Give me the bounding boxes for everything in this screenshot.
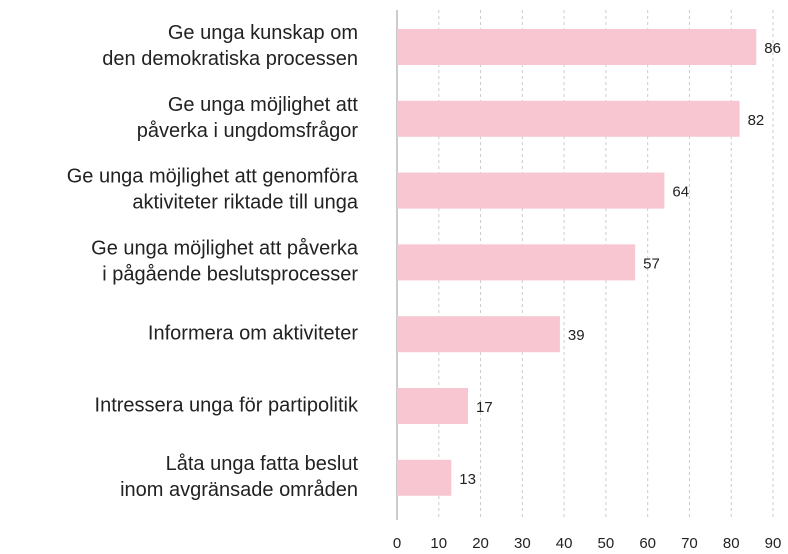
- value-label: 64: [672, 184, 689, 201]
- x-tick-label: 60: [639, 535, 656, 552]
- bar: [397, 29, 757, 65]
- category-label: Intressera unga för partipolitik: [95, 394, 359, 416]
- category-label: Ge unga möjlighet att påverka i ungdomsfr…: [137, 94, 359, 142]
- bar: [397, 172, 665, 209]
- x-tick-label: 0: [393, 535, 401, 552]
- x-tick-label: 10: [430, 535, 447, 552]
- value-label: 13: [459, 471, 476, 488]
- value-label: 86: [764, 40, 781, 57]
- category-label: Ge unga möjlighet att påverka i pågående …: [91, 238, 359, 286]
- value-label: 57: [643, 255, 660, 272]
- x-tick-label: 30: [514, 535, 531, 552]
- bar: [397, 388, 469, 424]
- x-tick-label: 70: [681, 535, 698, 552]
- category-label: Låta unga fatta beslut inom avgränsade om…: [120, 453, 358, 501]
- bar: [397, 244, 636, 281]
- x-tick-label: 50: [598, 535, 615, 552]
- value-label: 17: [476, 399, 493, 416]
- x-tick-label: 40: [556, 535, 573, 552]
- category-label: Ge unga möjlighet att genomföra aktivitet…: [67, 166, 359, 214]
- x-tick-label: 20: [472, 535, 489, 552]
- category-label: Informera om aktiviteter: [148, 322, 358, 344]
- bar: [397, 100, 740, 137]
- value-label: 82: [748, 112, 765, 129]
- bar: [397, 316, 560, 353]
- x-tick-label: 80: [723, 535, 740, 552]
- x-tick-label: 90: [765, 535, 782, 552]
- value-label: 39: [568, 327, 585, 344]
- category-label: Ge unga kunskap om den demokratiska proce…: [102, 22, 358, 70]
- bar: [397, 459, 452, 496]
